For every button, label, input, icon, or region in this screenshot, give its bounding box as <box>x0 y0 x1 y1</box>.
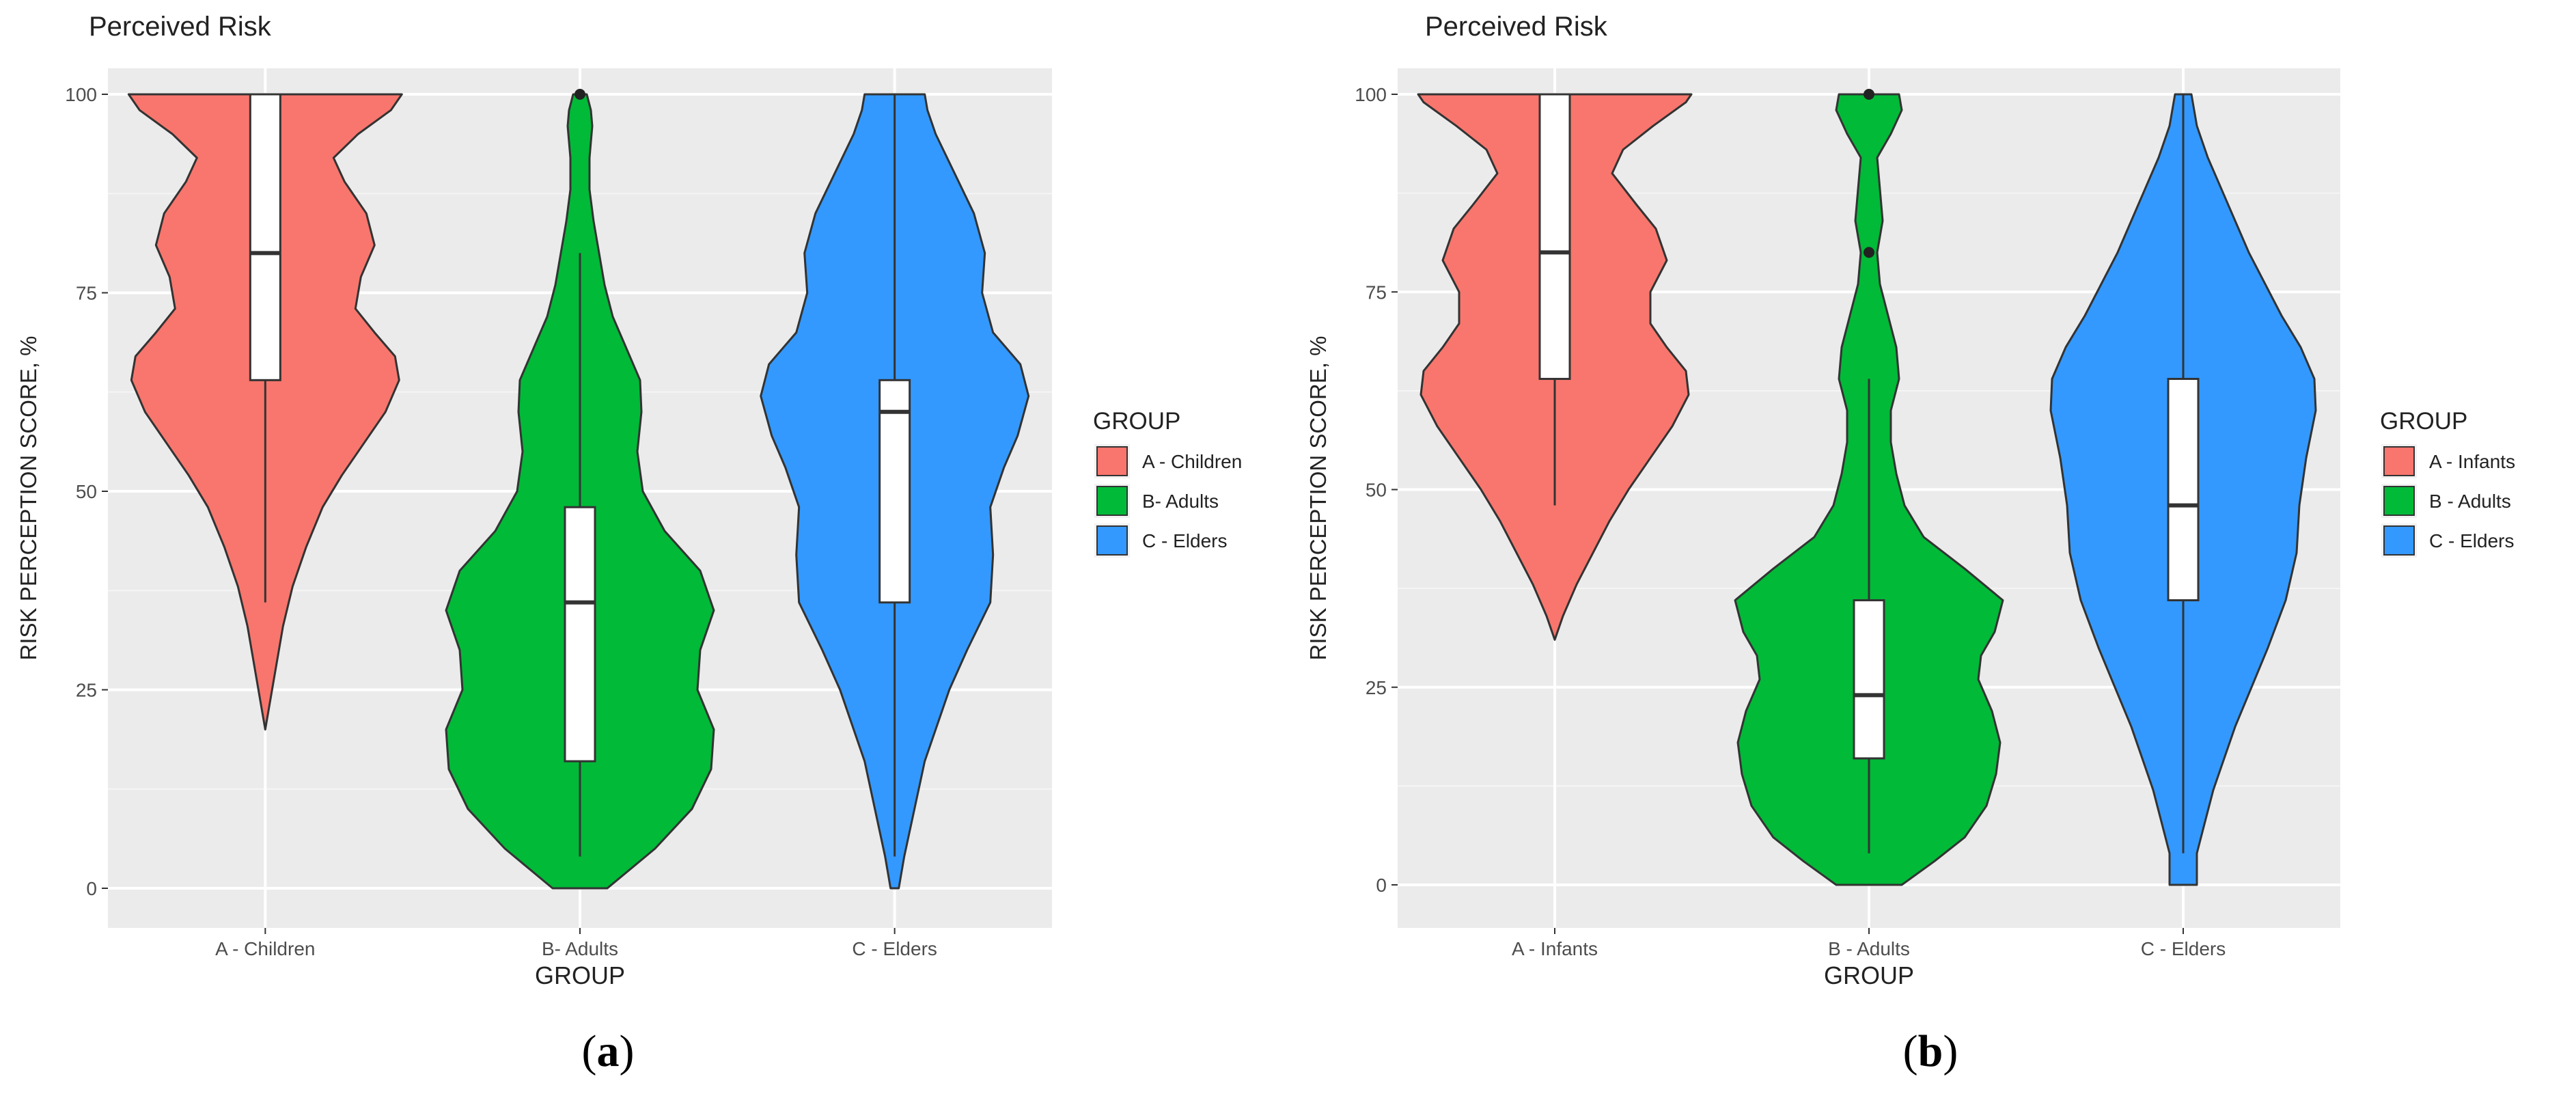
legend-label: A - Infants <box>2429 451 2515 472</box>
legend-swatch <box>1096 525 1128 556</box>
box <box>1853 599 1885 760</box>
x-axis-title: GROUP <box>1824 961 1914 989</box>
figure-caption: (a) <box>582 1026 635 1076</box>
box <box>878 379 911 604</box>
legend-label: A - Children <box>1142 451 1242 472</box>
x-tick-label: B - Adults <box>1828 938 1910 959</box>
legend-swatch <box>2383 486 2415 516</box>
y-tick-label: 0 <box>1376 875 1387 896</box>
legend-title: GROUP <box>1093 408 1180 435</box>
chart-svg: Perceived Risk 0 25 50 75 100 A - Children B- A… <box>16 12 1242 1076</box>
y-tick-label: 100 <box>65 84 97 105</box>
chart-panel-b: Perceived Risk 0 25 50 75 100 A - Infants B - A… <box>1288 0 2576 1096</box>
x-tick-label: C - Elders <box>852 938 937 959</box>
chart-title: Perceived Risk <box>89 12 272 42</box>
legend-swatch <box>1096 486 1128 516</box>
legend-label: C - Elders <box>2429 530 2514 551</box>
outlier-point <box>574 89 585 100</box>
legend-label: C - Elders <box>1142 530 1227 551</box>
legend-label: B - Adults <box>2429 491 2511 512</box>
box <box>249 93 281 381</box>
caption-letter: b <box>1918 1026 1943 1076</box>
x-tick-label: C - Elders <box>2141 938 2226 959</box>
x-tick-label: A - Infants <box>1512 938 1598 959</box>
y-tick-label: 25 <box>76 680 97 701</box>
y-tick-label: 50 <box>1366 480 1387 501</box>
box <box>564 506 596 763</box>
figure-caption: (b) <box>1903 1026 1958 1076</box>
box <box>2167 378 2200 601</box>
chart-title: Perceived Risk <box>1425 12 1608 42</box>
legend-swatch <box>1096 446 1128 476</box>
chart-panel-a: Perceived Risk 0 25 50 75 100 A - Children B- A… <box>16 12 1242 1076</box>
box <box>1538 93 1571 381</box>
outlier-point <box>1864 89 1874 100</box>
legend-swatch <box>2383 446 2415 476</box>
y-tick-label: 50 <box>76 481 97 502</box>
legend-title: GROUP <box>2380 408 2467 435</box>
caption-letter: a <box>597 1026 620 1076</box>
y-tick-label: 75 <box>76 283 97 304</box>
y-tick-label: 0 <box>86 878 97 899</box>
y-tick-label: 100 <box>1355 84 1387 105</box>
legend-label: B- Adults <box>1142 491 1219 512</box>
outlier-point <box>1864 247 1874 258</box>
x-tick-label: A - Children <box>215 938 315 959</box>
y-tick-label: 75 <box>1366 282 1387 303</box>
legend-swatch <box>2383 525 2415 556</box>
x-tick-label: B- Adults <box>542 938 618 959</box>
x-axis-title: GROUP <box>535 961 625 989</box>
y-axis-title: RISK PERCEPTION SCORE, % <box>16 336 41 661</box>
chart-svg: Perceived Risk 0 25 50 75 100 A - Infants B - A… <box>1305 12 2515 1076</box>
y-axis-title: RISK PERCEPTION SCORE, % <box>1305 336 1331 661</box>
y-tick-label: 25 <box>1366 677 1387 698</box>
